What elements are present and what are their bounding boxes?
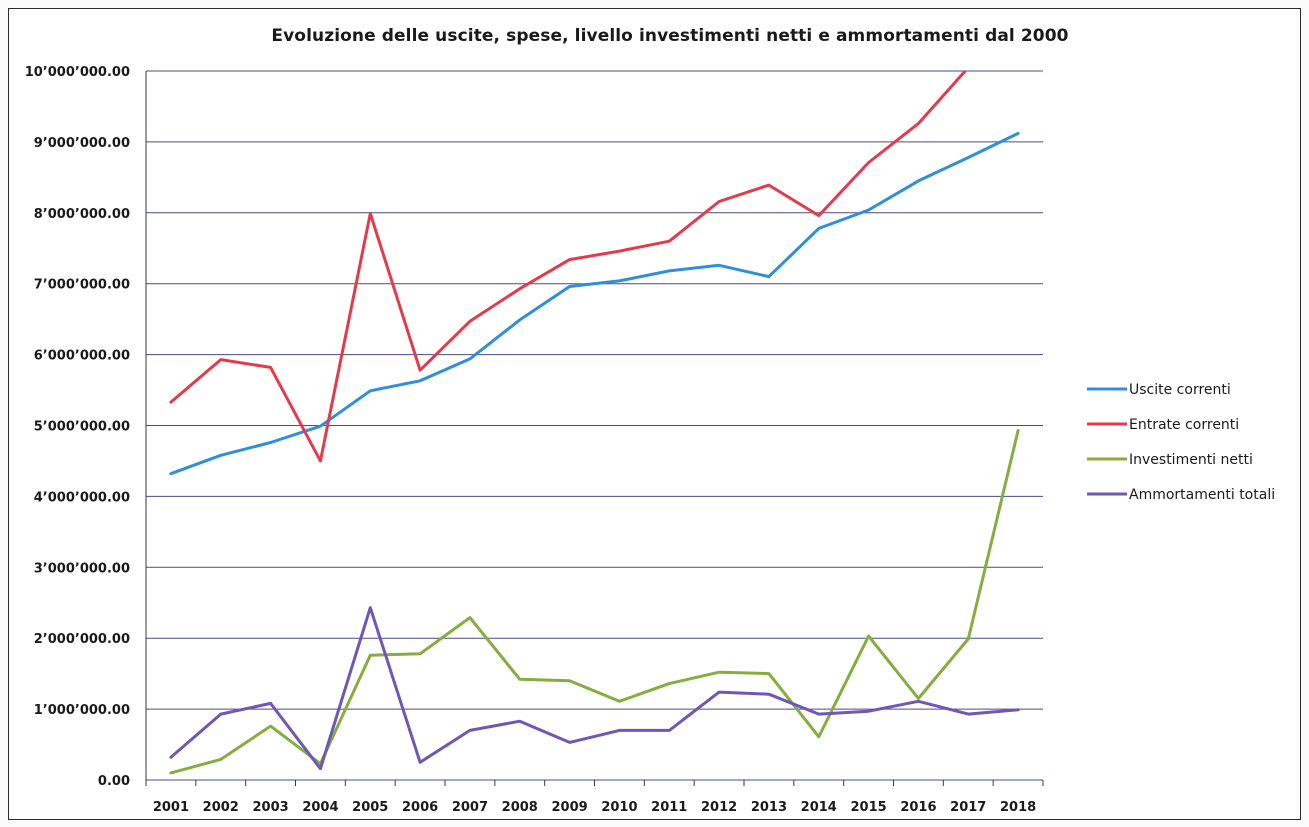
x-tick-label: 2001 bbox=[153, 800, 189, 815]
legend-label: Entrate correnti bbox=[1129, 417, 1239, 433]
legend-label: Uscite correnti bbox=[1129, 382, 1231, 398]
x-tick-label: 2003 bbox=[252, 800, 288, 815]
legend-label: Investimenti netti bbox=[1129, 452, 1253, 468]
x-tick-label: 2010 bbox=[601, 800, 637, 815]
y-tick-label: 7’000’000.00 bbox=[34, 278, 130, 293]
series-line-4 bbox=[169, 606, 1020, 771]
x-tick-label: 2002 bbox=[203, 800, 239, 815]
x-tick-label: 2012 bbox=[701, 800, 737, 815]
y-tick-label: 2’000’000.00 bbox=[34, 632, 130, 647]
y-tick-label: 4’000’000.00 bbox=[34, 490, 130, 505]
x-tick-label: 2017 bbox=[950, 800, 986, 815]
series-line-1 bbox=[169, 131, 1020, 476]
series-line-2 bbox=[169, 71, 968, 463]
series-lines bbox=[169, 71, 1020, 775]
x-tick-label: 2014 bbox=[801, 800, 837, 815]
x-tick-label: 2004 bbox=[302, 800, 338, 815]
legend: Uscite correnti Entrate correnti Investime… bbox=[1087, 382, 1275, 503]
y-tick-label: 3’000’000.00 bbox=[34, 561, 130, 576]
y-tick-label: 10’000’000.00 bbox=[25, 65, 130, 80]
x-tick-label: 2015 bbox=[850, 800, 886, 815]
x-tick-label: 2016 bbox=[900, 800, 936, 815]
x-tick-label: 2007 bbox=[452, 800, 488, 815]
y-tick-label: 0.00 bbox=[98, 774, 130, 789]
axes: 0.00 1’000’000.00 2’000’000.00 3’000’000.00… bbox=[25, 65, 1044, 815]
chart-title: Evoluzione delle uscite, spese, livello … bbox=[271, 26, 1069, 46]
x-tick-label: 2008 bbox=[502, 800, 538, 815]
x-tick-label: 2009 bbox=[551, 800, 587, 815]
y-tick-label: 9’000’000.00 bbox=[34, 136, 130, 151]
series-line-3 bbox=[169, 429, 1020, 775]
y-tick-label: 8’000’000.00 bbox=[34, 207, 130, 222]
x-tick-label: 2006 bbox=[402, 800, 438, 815]
legend-label: Ammortamenti totali bbox=[1129, 487, 1275, 503]
x-tick-label: 2018 bbox=[1000, 800, 1036, 815]
x-tick-label: 2005 bbox=[352, 800, 388, 815]
y-tick-label: 5’000’000.00 bbox=[34, 420, 130, 435]
y-tick-label: 6’000’000.00 bbox=[34, 349, 130, 364]
gridlines bbox=[146, 70, 1043, 781]
y-tick-label: 1’000’000.00 bbox=[34, 703, 130, 718]
chart-frame bbox=[8, 8, 1301, 820]
x-tick-label: 2011 bbox=[651, 800, 687, 815]
x-tick-label: 2013 bbox=[751, 800, 787, 815]
